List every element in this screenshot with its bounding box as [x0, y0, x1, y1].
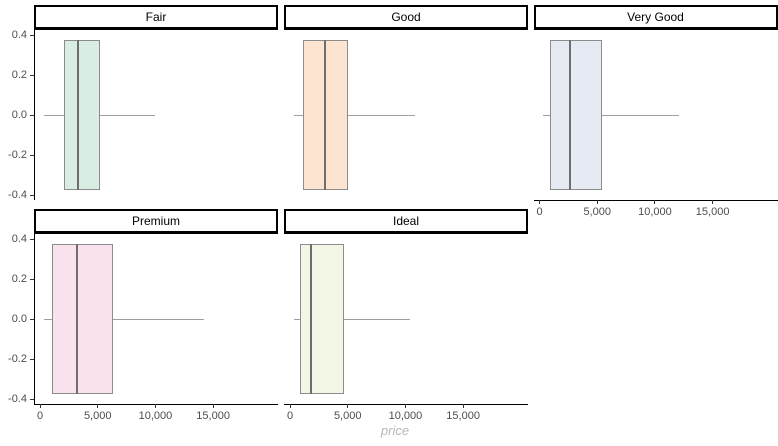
- x-axis-line-col0-row1: [34, 403, 278, 405]
- y-tick-label: 0.0: [11, 313, 27, 325]
- box-ideal: [300, 244, 344, 394]
- x-tick-mark: [596, 200, 598, 204]
- whisker-low-good: [293, 114, 304, 116]
- whisker-low-ideal: [293, 318, 301, 320]
- x-tick-mark: [462, 404, 464, 408]
- facet-strip-very-good: Very Good: [533, 5, 778, 30]
- y-tick-mark: [30, 114, 34, 116]
- x-tick-mark: [289, 404, 291, 408]
- x-tick-label: 10,000: [388, 410, 423, 422]
- y-tick-mark: [30, 278, 34, 280]
- x-tick-label: 10,000: [138, 410, 173, 422]
- whisker-low-very-good: [543, 114, 551, 116]
- whisker-high-premium: [112, 318, 204, 320]
- x-tick-label: 15,000: [695, 206, 730, 218]
- x-tick-label: 0: [36, 410, 44, 422]
- x-tick-mark: [539, 200, 540, 204]
- x-axis-line-col2-row0: [533, 199, 778, 201]
- x-axis-line-col1-row1: [284, 403, 528, 405]
- y-tick-label: 0.2: [11, 69, 27, 81]
- x-tick-label: 5,000: [83, 410, 112, 422]
- facet-strip-ideal: Ideal: [284, 209, 528, 234]
- y-tick-label: 0.4: [11, 29, 27, 41]
- x-tick-mark: [404, 404, 406, 408]
- y-tick-mark: [30, 398, 34, 400]
- y-tick-mark: [30, 194, 34, 196]
- median-line-very-good: [569, 40, 572, 190]
- whisker-high-fair: [100, 114, 155, 116]
- facet-strip-fair: Fair: [34, 5, 278, 30]
- x-tick-mark: [39, 404, 41, 408]
- x-axis-title: price: [380, 423, 410, 438]
- x-tick-mark: [212, 404, 214, 408]
- x-tick-mark: [154, 404, 156, 408]
- facet-strip-premium: Premium: [34, 209, 278, 234]
- median-line-premium: [75, 244, 78, 394]
- y-tick-label: -0.2: [8, 149, 27, 161]
- box-very-good: [550, 40, 602, 190]
- whisker-low-fair: [43, 114, 64, 116]
- y-tick-label: -0.4: [8, 189, 27, 201]
- x-tick-label: 10,000: [638, 206, 672, 218]
- y-tick-mark: [30, 74, 34, 76]
- y-tick-mark: [30, 318, 34, 320]
- x-tick-label: 15,000: [446, 410, 480, 422]
- facet-strip-label: Ideal: [392, 214, 420, 228]
- y-tick-mark: [30, 238, 34, 240]
- y-tick-label: 0.4: [11, 233, 27, 245]
- whisker-high-good: [348, 114, 416, 116]
- x-tick-label: 0: [536, 206, 543, 218]
- whisker-high-ideal: [344, 318, 410, 320]
- box-fair: [63, 40, 101, 190]
- facet-panel-very-good: [533, 30, 778, 200]
- x-tick-mark: [712, 200, 714, 204]
- median-line-good: [324, 40, 327, 190]
- facet-strip-label: Good: [391, 10, 421, 24]
- y-tick-label: -0.4: [8, 393, 27, 405]
- facet-strip-good: Good: [284, 5, 528, 30]
- y-axis-line-row1: [33, 234, 35, 404]
- x-tick-mark: [97, 404, 99, 408]
- facet-panel-good: [284, 30, 528, 200]
- x-tick-label: 5,000: [583, 206, 611, 218]
- facet-panel-ideal: [284, 234, 528, 404]
- x-tick-label: 15,000: [196, 410, 230, 422]
- facet-strip-label: Premium: [131, 214, 180, 228]
- whisker-high-very-good: [601, 114, 679, 116]
- x-tick-mark: [347, 404, 349, 408]
- facet-panel-premium: [34, 234, 278, 404]
- median-line-ideal: [309, 244, 312, 394]
- x-tick-mark: [654, 200, 656, 204]
- box-premium: [52, 244, 113, 394]
- y-tick-label: 0.2: [11, 273, 27, 285]
- facet-strip-label: Fair: [145, 10, 167, 24]
- y-axis-line-row0: [33, 30, 35, 200]
- y-tick-label: 0.0: [11, 109, 27, 121]
- whisker-low-premium: [43, 318, 53, 320]
- y-tick-mark: [30, 154, 34, 156]
- facet-panel-fair: [34, 30, 278, 200]
- x-tick-label: 0: [286, 410, 294, 422]
- y-tick-mark: [30, 358, 34, 360]
- y-tick-mark: [30, 34, 34, 36]
- facet-strip-label: Very Good: [627, 10, 684, 24]
- median-line-fair: [76, 40, 79, 190]
- x-tick-label: 5,000: [333, 410, 362, 422]
- y-tick-label: -0.2: [8, 353, 27, 365]
